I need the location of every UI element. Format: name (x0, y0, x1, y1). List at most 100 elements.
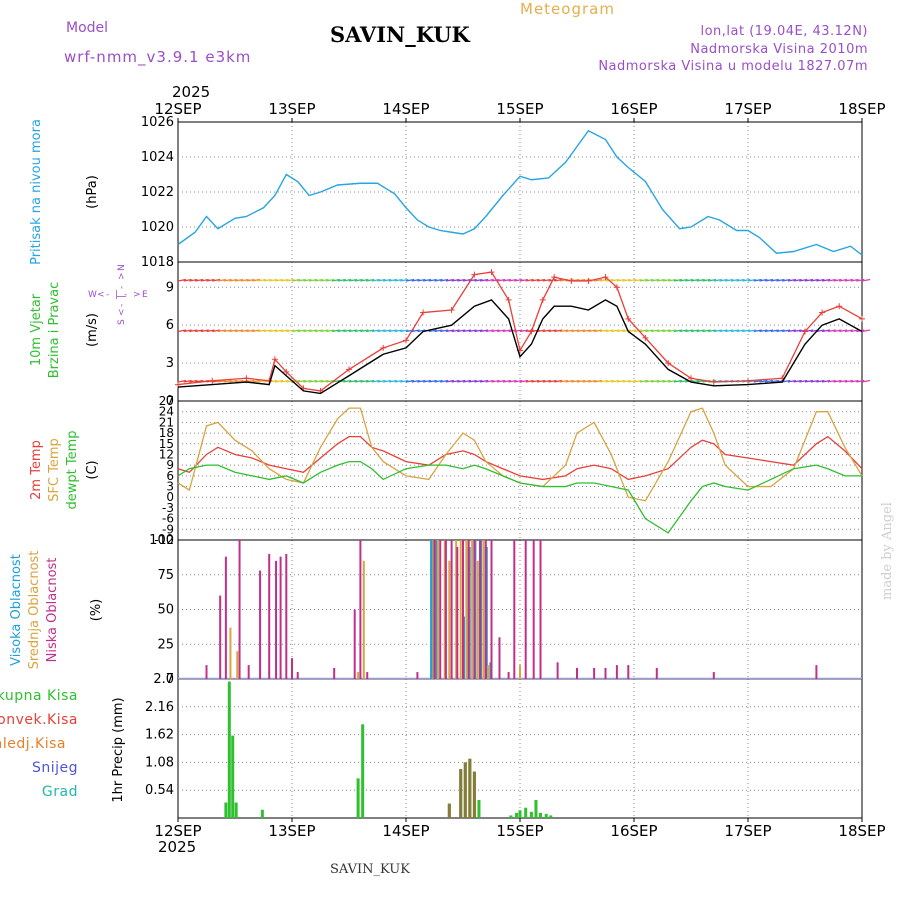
compass-glyph: E (142, 290, 148, 300)
precip-convective-bar (472, 771, 476, 818)
wind-direction-arrow (445, 329, 455, 333)
temp-line-dewpt-temp (177, 460, 862, 534)
wind-direction-arrow (662, 329, 671, 333)
wind-direction-arrow (462, 329, 472, 333)
precip-total-bar (544, 813, 548, 818)
cloud-bar (285, 553, 288, 679)
wind-direction-arrow (297, 379, 306, 383)
wind-direction-arrow (320, 278, 329, 282)
wind-direction-arrow (673, 379, 683, 383)
wind-direction-arrow (394, 329, 403, 333)
year-label-bottom: 2025 (158, 838, 197, 856)
wind-direction-arrow (485, 379, 494, 383)
wind-direction-arrow (183, 278, 192, 282)
wind-direction-arrow (548, 379, 557, 383)
y-tick-label: 9 (166, 280, 174, 295)
wind-direction-arrow (713, 278, 722, 282)
wind-direction-arrow (850, 329, 859, 333)
wind-direction-arrow (274, 379, 284, 383)
wind-direction-arrow (839, 329, 848, 333)
cloud-bar (205, 665, 208, 679)
wind-direction-arrow (753, 278, 762, 282)
wind-direction-arrow (445, 278, 455, 282)
wind-direction-arrow (297, 329, 306, 333)
wind-direction-arrow (525, 278, 534, 282)
wind-direction-arrow (314, 278, 323, 282)
wind-direction-arrow (531, 278, 540, 282)
wind-direction-arrow (474, 278, 483, 282)
wind-direction-arrow (759, 379, 768, 383)
wind-direction-arrow (776, 329, 785, 333)
wind-gust-marker (710, 379, 717, 386)
cloud-bar (513, 540, 516, 679)
wind-direction-arrow (308, 379, 318, 383)
wind-direction-arrow (650, 329, 660, 333)
wind-direction-arrow (821, 329, 831, 333)
y-tick-label: 12 (159, 447, 174, 461)
wind-direction-arrow (719, 278, 728, 282)
wind-direction-arrow (839, 379, 848, 383)
cloud-bar (490, 540, 493, 679)
wind-direction-arrow (656, 379, 665, 383)
wind-direction-arrow (525, 379, 534, 383)
station-title: SAVIN_KUK (330, 22, 470, 47)
cloud-bar (473, 540, 476, 679)
wind-direction-arrow (474, 379, 483, 383)
wind-direction-arrow (770, 278, 779, 282)
y-tick-label: 15 (159, 437, 174, 451)
wind-direction-arrow (183, 329, 192, 333)
wind-direction-arrow (394, 379, 403, 383)
wind-direction-arrow (633, 379, 643, 383)
wind-direction-arrow (639, 278, 648, 282)
wind-gust-marker (551, 274, 558, 281)
wind-direction-arrow (189, 379, 198, 383)
wind-direction-arrow (377, 329, 386, 333)
y-tick-label: 0 (166, 672, 174, 687)
wind-direction-arrow (844, 379, 854, 383)
cloud-high-label: Visoka Oblacnost (9, 554, 24, 666)
wind-direction-arrow (200, 329, 209, 333)
wind-direction-arrow (365, 379, 375, 383)
model-name: wrf-nmm_v3.9.1 e3km (64, 48, 252, 66)
precip-legend-2: Zaledj.Kisa (0, 736, 66, 752)
y-tick-label: 3 (166, 480, 174, 494)
y-tick-label: 1.08 (145, 755, 174, 770)
wind-direction-arrow (360, 278, 369, 282)
wind-direction-arrow (434, 329, 443, 333)
wind-direction-arrow (571, 329, 580, 333)
wind-gust-marker (346, 366, 352, 373)
wind-direction-arrow (616, 329, 626, 333)
cloud-bar (484, 540, 487, 679)
x-tick-label-bottom: 17SEP (724, 822, 771, 840)
cloud-bar (432, 540, 435, 679)
x-tick-label-bottom: 12SEP (154, 822, 201, 840)
wind-direction-arrow (189, 329, 198, 333)
precip-total-bar (477, 799, 481, 818)
wind-gust-marker (802, 328, 808, 335)
wind-direction-arrow (314, 329, 323, 333)
wind-direction-arrow (177, 329, 187, 333)
cloud-bar (482, 540, 485, 679)
wind-direction-arrow (662, 379, 671, 383)
wind-direction-arrow (759, 329, 768, 333)
wind-direction-arrow (593, 379, 603, 383)
y-tick-label: 0 (166, 490, 174, 504)
wind-direction-arrow (685, 278, 694, 282)
precip-panel-unit: 1hr Precip (mm) (111, 697, 126, 802)
y-tick-label: 100 (149, 533, 174, 548)
wind-direction-arrow (571, 379, 580, 383)
wind-direction-arrow (804, 379, 814, 383)
wind-direction-arrow (861, 329, 871, 333)
wind-direction-arrow (497, 278, 506, 282)
wind-direction-arrow (799, 379, 808, 383)
wind-direction-arrow (405, 379, 415, 383)
wind-gust-marker (528, 328, 535, 335)
wind-direction-arrow (833, 329, 842, 333)
y-tick-label: -3 (162, 501, 174, 515)
cloud-bar (479, 540, 482, 679)
cloud-bar (444, 540, 447, 679)
model-label: Model (66, 20, 109, 36)
compass-glyph: < (117, 308, 127, 316)
cloud-bar (507, 672, 510, 679)
wind-direction-arrow (531, 379, 540, 383)
